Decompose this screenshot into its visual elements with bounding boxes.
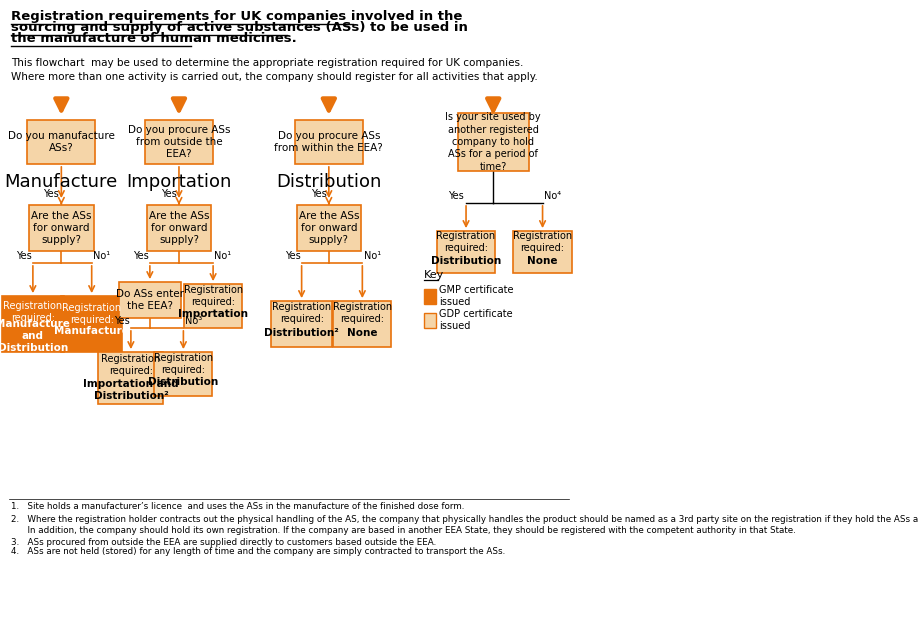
Text: Are the ASs
for onward
supply?: Are the ASs for onward supply? (298, 210, 359, 245)
Text: GMP certificate
issued: GMP certificate issued (440, 285, 514, 307)
Text: Registration
required:: Registration required: (62, 303, 121, 325)
Text: Importation: Importation (178, 309, 248, 319)
Text: Yes: Yes (448, 191, 465, 201)
Text: Distribution: Distribution (149, 377, 218, 387)
Text: Yes: Yes (43, 189, 59, 199)
FancyBboxPatch shape (184, 284, 242, 328)
Text: Registration
required:: Registration required: (333, 302, 392, 324)
Text: 3.   ASs procured from outside the EEA are supplied directly to customers based : 3. ASs procured from outside the EEA are… (11, 538, 437, 547)
Text: Registration
required:: Registration required: (436, 231, 496, 253)
FancyBboxPatch shape (98, 352, 163, 404)
FancyBboxPatch shape (28, 120, 95, 164)
FancyBboxPatch shape (29, 205, 94, 251)
Text: GDP certificate
issued: GDP certificate issued (440, 309, 513, 331)
FancyBboxPatch shape (147, 205, 211, 251)
Text: Yes: Yes (310, 189, 326, 199)
Text: 1.   Site holds a manufacturer’s licence  and uses the ASs in the manufacture of: 1. Site holds a manufacturer’s licence a… (11, 502, 465, 511)
Text: Do ASs enter
the EEA?: Do ASs enter the EEA? (116, 289, 184, 311)
FancyBboxPatch shape (271, 301, 332, 347)
Text: Yes: Yes (161, 189, 176, 199)
Text: Registration
required:: Registration required: (101, 354, 161, 376)
Text: Manufacture
and
Distribution: Manufacture and Distribution (0, 319, 71, 354)
FancyBboxPatch shape (297, 205, 361, 251)
FancyBboxPatch shape (154, 352, 212, 396)
Text: Do you manufacture
ASs?: Do you manufacture ASs? (8, 131, 115, 153)
Text: Yes: Yes (16, 251, 31, 261)
FancyBboxPatch shape (145, 120, 213, 164)
Text: Are the ASs
for onward
supply?: Are the ASs for onward supply? (31, 210, 92, 245)
Text: No¹: No¹ (93, 251, 110, 261)
Text: Is your site used by
another registered
company to hold
ASs for a period of
time: Is your site used by another registered … (445, 112, 541, 172)
Text: sourcing and supply of active substances (ASs) to be used in: sourcing and supply of active substances… (11, 21, 468, 34)
Text: Registration
required:: Registration required: (4, 301, 62, 323)
Text: None: None (527, 256, 558, 266)
FancyBboxPatch shape (2, 296, 63, 352)
FancyBboxPatch shape (437, 231, 496, 273)
Text: None: None (347, 328, 377, 338)
Text: Registration requirements for UK companies involved in the: Registration requirements for UK compani… (11, 10, 463, 23)
FancyBboxPatch shape (61, 296, 122, 352)
Text: Importation: Importation (127, 173, 231, 191)
Text: Registration
required:: Registration required: (184, 285, 242, 307)
Text: Manufacture: Manufacture (54, 326, 129, 336)
Text: 2.   Where the registration holder contracts out the physical handling of the AS: 2. Where the registration holder contrac… (11, 515, 918, 524)
Text: Yes: Yes (285, 251, 300, 261)
FancyBboxPatch shape (458, 113, 529, 171)
Text: Key: Key (424, 270, 444, 280)
FancyBboxPatch shape (295, 120, 363, 164)
FancyBboxPatch shape (424, 289, 436, 304)
Text: Distribution: Distribution (431, 256, 501, 266)
Text: No¹: No¹ (364, 251, 381, 261)
Text: Importation and
Distribution²: Importation and Distribution² (84, 379, 179, 401)
Text: No¹: No¹ (215, 251, 231, 261)
FancyBboxPatch shape (333, 301, 391, 347)
FancyBboxPatch shape (513, 231, 572, 273)
FancyBboxPatch shape (424, 312, 436, 327)
Text: Are the ASs
for onward
supply?: Are the ASs for onward supply? (149, 210, 209, 245)
Text: Do you procure ASs
from within the EEA?: Do you procure ASs from within the EEA? (274, 131, 383, 153)
Text: the manufacture of human medicines.: the manufacture of human medicines. (11, 32, 297, 45)
Text: No³: No³ (185, 316, 202, 326)
Text: No⁴: No⁴ (543, 191, 561, 201)
Text: Yes: Yes (114, 316, 129, 326)
Text: Registration
required:: Registration required: (272, 302, 331, 324)
FancyBboxPatch shape (119, 282, 181, 318)
Text: Yes: Yes (133, 251, 149, 261)
Text: Do you procure ASs
from outside the
EEA?: Do you procure ASs from outside the EEA? (128, 125, 230, 160)
Text: Distribution²: Distribution² (264, 328, 339, 338)
Text: This flowchart  may be used to determine the appropriate registration required f: This flowchart may be used to determine … (11, 58, 538, 83)
Text: Manufacture: Manufacture (5, 173, 118, 191)
Text: 4.   ASs are not held (stored) for any length of time and the company are simply: 4. ASs are not held (stored) for any len… (11, 547, 506, 556)
Text: Registration
required:: Registration required: (513, 231, 572, 253)
Text: Registration
required:: Registration required: (154, 353, 213, 375)
Text: In addition, the company should hold its own registration. If the company are ba: In addition, the company should hold its… (11, 526, 796, 535)
Text: Distribution: Distribution (276, 173, 382, 191)
